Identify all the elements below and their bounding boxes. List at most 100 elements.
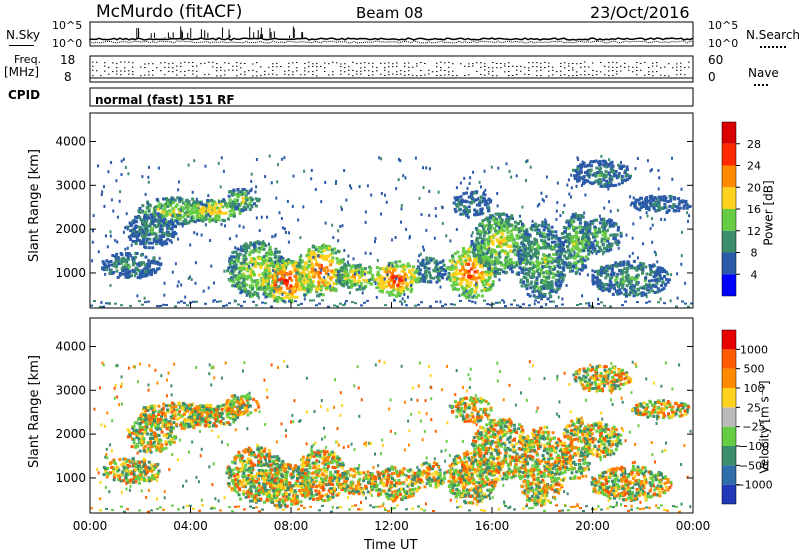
echo-cell bbox=[568, 269, 572, 273]
echo-cell bbox=[280, 157, 283, 161]
echo-cell bbox=[269, 253, 273, 256]
echo-cell bbox=[453, 196, 457, 200]
echo-cell bbox=[556, 237, 560, 240]
echo-cell bbox=[412, 265, 416, 269]
echo-cell bbox=[577, 214, 581, 217]
echo-cell bbox=[429, 305, 432, 308]
echo-cell bbox=[533, 254, 537, 258]
echo-cell bbox=[488, 230, 490, 234]
echo-cell bbox=[642, 285, 646, 289]
echo-cell bbox=[521, 205, 524, 209]
echo-cell bbox=[673, 197, 677, 201]
echo-cell bbox=[358, 287, 362, 291]
echo-cell bbox=[227, 194, 231, 198]
echo-cell bbox=[227, 266, 231, 270]
echo-cell bbox=[399, 264, 403, 268]
echo-cell bbox=[662, 287, 666, 290]
echo-cell bbox=[261, 283, 265, 287]
echo-cell bbox=[644, 292, 648, 296]
echo-cell bbox=[324, 271, 328, 275]
echo-cell bbox=[321, 293, 325, 297]
echo-cell bbox=[442, 259, 445, 263]
echo-cell bbox=[540, 191, 543, 195]
echo-cell bbox=[500, 263, 504, 267]
echo-cell bbox=[450, 273, 454, 277]
echo-cell bbox=[629, 287, 633, 291]
echo-cell bbox=[268, 154, 271, 158]
echo-cell bbox=[165, 210, 169, 214]
echo-cell bbox=[488, 283, 492, 287]
echo-cell bbox=[638, 292, 641, 296]
echo-cell bbox=[657, 195, 661, 199]
echo-cell bbox=[576, 260, 580, 263]
echo-cell bbox=[319, 264, 323, 268]
echo-cell bbox=[556, 288, 560, 291]
echo-cell bbox=[391, 274, 395, 278]
echo-cell bbox=[627, 282, 631, 286]
echo-cell bbox=[575, 184, 578, 188]
echo-cell bbox=[167, 226, 171, 230]
echo-cell bbox=[659, 195, 663, 199]
echo-cell bbox=[249, 271, 253, 275]
echo-cell bbox=[422, 245, 425, 249]
echo-cell bbox=[398, 260, 402, 263]
echo-cell bbox=[145, 233, 148, 237]
echo-cell bbox=[300, 302, 303, 305]
echo-cell bbox=[474, 264, 478, 267]
echo-cell bbox=[498, 278, 501, 282]
echo-cell bbox=[621, 286, 625, 290]
echo-cell bbox=[524, 230, 528, 234]
echo-cell bbox=[250, 278, 254, 282]
echo-cell bbox=[308, 275, 312, 279]
echo-cell bbox=[566, 183, 569, 187]
echo-cell bbox=[172, 225, 175, 228]
echo-cell bbox=[632, 196, 635, 200]
echo-cell bbox=[493, 220, 497, 224]
echo-cell bbox=[482, 227, 486, 231]
echo-cell bbox=[158, 241, 162, 245]
echo-cell bbox=[320, 250, 324, 254]
echo-cell bbox=[485, 273, 489, 277]
echo-cell bbox=[196, 210, 200, 214]
echo-cell bbox=[422, 279, 426, 283]
echo-cell bbox=[345, 198, 348, 202]
echo-cell bbox=[688, 204, 692, 208]
echo-cell bbox=[97, 250, 100, 254]
echo-cell bbox=[656, 209, 660, 212]
echo-cell bbox=[217, 161, 220, 165]
echo-cell bbox=[465, 250, 469, 254]
echo-cell bbox=[472, 250, 476, 254]
echo-cell bbox=[369, 282, 373, 286]
echo-cell bbox=[439, 300, 442, 304]
echo-cell bbox=[578, 242, 582, 245]
echo-cell bbox=[570, 238, 574, 242]
echo-cell bbox=[636, 157, 639, 160]
echo-cell bbox=[500, 223, 504, 227]
echo-cell bbox=[310, 267, 314, 271]
echo-cell bbox=[604, 229, 608, 233]
echo-cell bbox=[410, 287, 414, 291]
echo-cell bbox=[102, 262, 106, 266]
echo-cell bbox=[195, 204, 199, 208]
echo-cell bbox=[636, 287, 640, 291]
echo-cell bbox=[496, 192, 499, 195]
echo-cell bbox=[337, 277, 341, 281]
echo-cell bbox=[332, 236, 335, 240]
echo-cell bbox=[621, 263, 625, 267]
echo-cell bbox=[585, 230, 588, 233]
echo-cell bbox=[642, 242, 645, 246]
echo-cell bbox=[578, 267, 582, 271]
echo-cell bbox=[173, 219, 177, 223]
echo-cell bbox=[285, 292, 289, 296]
echo-cell bbox=[289, 288, 293, 292]
echo-cell bbox=[364, 220, 367, 224]
echo-cell bbox=[670, 273, 673, 277]
echo-cell bbox=[625, 165, 629, 169]
echo-cell bbox=[602, 250, 606, 254]
echo-cell bbox=[155, 242, 159, 246]
echo-cell bbox=[602, 228, 606, 232]
echo-cell bbox=[659, 270, 663, 273]
echo-cell bbox=[118, 273, 122, 277]
echo-cell bbox=[466, 186, 469, 190]
echo-cell bbox=[520, 249, 523, 253]
